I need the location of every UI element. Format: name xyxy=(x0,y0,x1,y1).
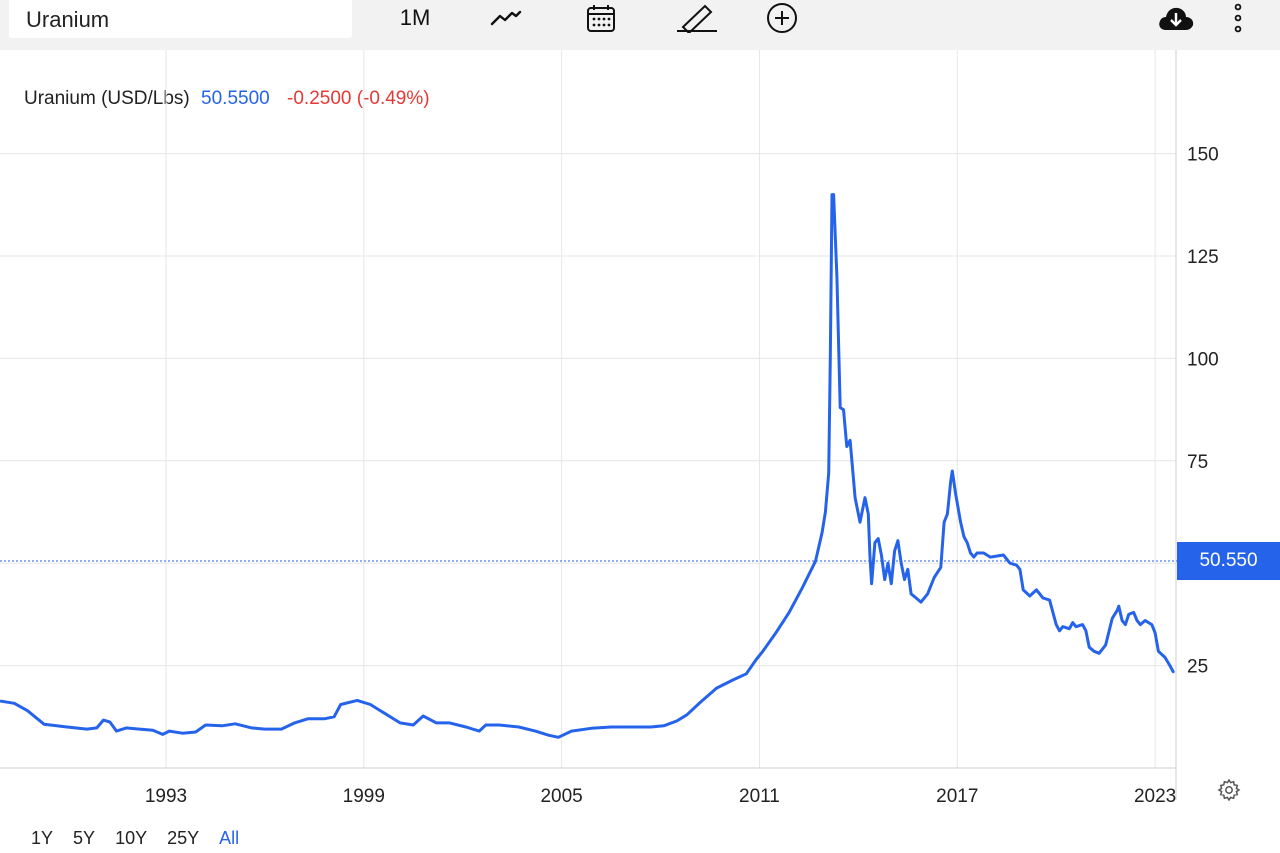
legend-series-name: Uranium (USD/Lbs) xyxy=(24,88,190,109)
pencil-icon[interactable] xyxy=(674,2,718,34)
y-tick-label: 100 xyxy=(1187,349,1219,370)
download-cloud-icon[interactable] xyxy=(1156,2,1196,34)
current-price-tag: 50.550 xyxy=(1177,541,1280,580)
legend-change: -0.2500 (-0.49%) xyxy=(287,88,430,109)
range-button-1y[interactable]: 1Y xyxy=(31,828,54,848)
range-button-5y[interactable]: 5Y xyxy=(73,828,96,848)
y-tick-label: 150 xyxy=(1187,145,1219,166)
x-tick-label: 2017 xyxy=(936,786,978,807)
legend-price: 50.5500 xyxy=(201,88,270,109)
y-tick-label: 25 xyxy=(1187,657,1208,678)
symbol-search-box[interactable]: Uranium xyxy=(9,0,352,38)
more-vertical-icon[interactable] xyxy=(1228,2,1248,34)
current-price-label: 50.550 xyxy=(1199,549,1258,571)
plus-circle-icon[interactable] xyxy=(765,2,799,34)
x-tick-label: 2005 xyxy=(540,786,582,807)
chart-toolbar: Uranium 1M xyxy=(0,0,1280,50)
calendar-icon[interactable] xyxy=(584,2,618,34)
symbol-name[interactable]: Uranium xyxy=(26,7,110,32)
interval-button[interactable]: 1M xyxy=(399,5,431,30)
chart-grid xyxy=(0,50,1176,768)
y-tick-label: 75 xyxy=(1187,452,1208,473)
x-tick-label: 2023 xyxy=(1134,786,1176,807)
x-tick-label: 1999 xyxy=(343,786,385,807)
settings-gear-icon[interactable] xyxy=(1215,776,1243,804)
range-button-all[interactable]: All xyxy=(219,828,240,848)
chart-axes: 255075100125150199319992005201120172023 xyxy=(0,50,1219,807)
series-line xyxy=(0,193,1175,739)
x-tick-label: 2011 xyxy=(739,786,780,807)
x-tick-label: 1993 xyxy=(145,786,187,807)
range-selector: 1Y 5Y 10Y 25Y All xyxy=(31,828,259,849)
chart-legend: Uranium (USD/Lbs) 50.5500 -0.2500 (-0.49… xyxy=(24,88,430,110)
line-chart-icon[interactable] xyxy=(488,2,524,34)
y-tick-label: 125 xyxy=(1187,247,1219,268)
range-button-25y[interactable]: 25Y xyxy=(167,828,200,848)
range-button-10y[interactable]: 10Y xyxy=(115,828,148,848)
